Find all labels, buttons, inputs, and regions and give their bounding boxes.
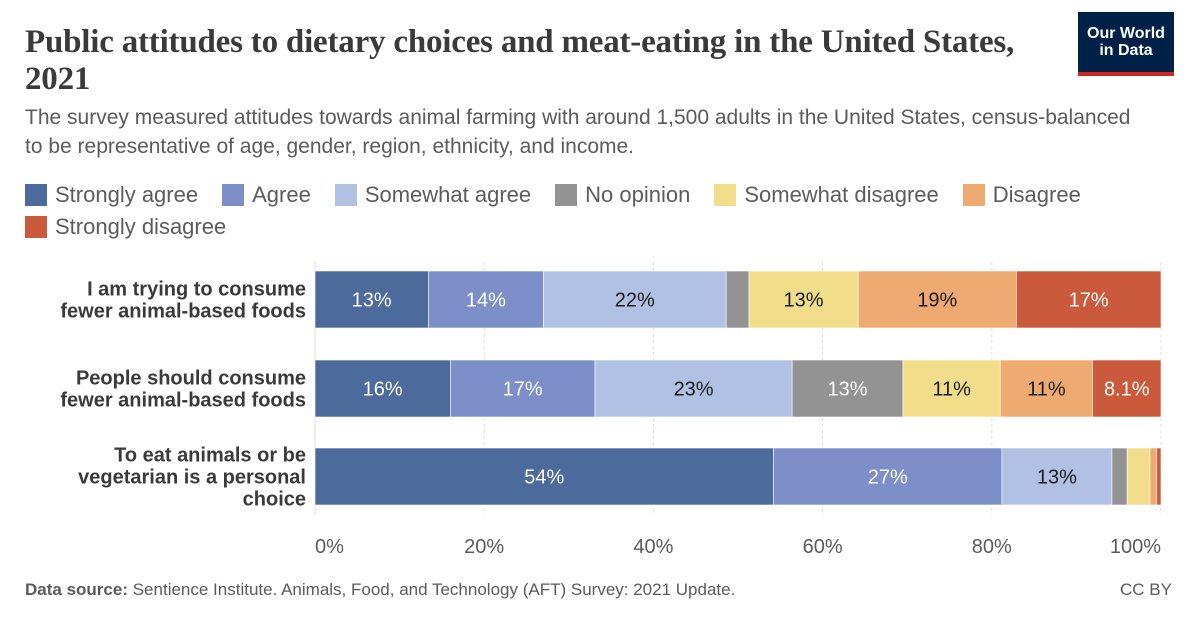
legend-swatch (334, 184, 357, 206)
legend-swatch (555, 184, 578, 206)
owid-logo[interactable]: Our World in Data (1078, 12, 1174, 76)
data-label: 17% (1069, 290, 1109, 312)
data-label: 22% (615, 290, 655, 312)
legend-label: Agree (252, 182, 311, 207)
data-label: 8.1% (1104, 379, 1150, 401)
bar-segment (314, 447, 774, 506)
data-label: 13% (828, 379, 868, 401)
category-label: vegetarian is a personal (78, 467, 306, 489)
bar-segment (1126, 447, 1151, 506)
legend: Strongly agree Agree Somewhat agree No opin… (25, 180, 1175, 242)
legend-label: Strongly disagree (55, 214, 227, 239)
data-source: Data source: Sentience Institute. Animal… (25, 580, 735, 600)
legend-swatch (222, 184, 245, 206)
bar-segment (594, 359, 793, 418)
x-tick-label: 100% (1110, 536, 1161, 558)
data-label: 11% (1027, 379, 1066, 401)
legend-swatch (714, 184, 737, 206)
bar-segment (791, 359, 904, 418)
data-label: 14% (466, 290, 506, 312)
logo-line-2: in Data (1099, 42, 1153, 59)
legend-item-somewhat-disagree[interactable]: Somewhat disagree (714, 180, 939, 210)
legend-item-no-opinion[interactable]: No opinion (555, 180, 690, 210)
data-label: 16% (363, 379, 403, 401)
legend-item-agree[interactable]: Agree (222, 180, 311, 210)
data-label: 13% (352, 290, 392, 312)
x-tick-label: 80% (972, 536, 1012, 558)
bar-segment (314, 359, 451, 418)
legend-item-strongly-agree[interactable]: Strongly agree (25, 180, 198, 210)
x-tick-label: 60% (803, 536, 843, 558)
category-label: fewer animal-based foods (60, 301, 306, 323)
data-label: 54% (524, 467, 564, 489)
x-tick-label: 20% (464, 536, 504, 558)
chart-subtitle: The survey measured attitudes towards an… (25, 106, 1131, 158)
bar-segment (1149, 447, 1158, 506)
bar-segment (902, 359, 1001, 418)
bar-segment (450, 359, 596, 418)
x-tick-label: 40% (633, 536, 673, 558)
bar-segment (748, 270, 859, 329)
category-label: I am trying to consume (87, 279, 306, 301)
category-label: To eat animals or be (114, 445, 306, 467)
bar-segment (543, 270, 727, 329)
bar-segment (999, 359, 1093, 418)
logo-line-1: Our World (1087, 25, 1165, 42)
legend-swatch (962, 184, 985, 206)
bar-segment (428, 270, 544, 329)
legend-label: Disagree (992, 182, 1081, 207)
legend-swatch (25, 184, 47, 206)
data-label: 13% (784, 290, 824, 312)
data-source-text[interactable]: Sentience Institute. Animals, Food, and … (132, 580, 736, 599)
data-label: 13% (1037, 467, 1077, 489)
data-label: 11% (932, 379, 971, 401)
data-label: 17% (503, 379, 543, 401)
data-label: 27% (868, 467, 908, 489)
bar-segment (1156, 447, 1162, 506)
category-label: choice (243, 489, 306, 511)
legend-item-disagree[interactable]: Disagree (962, 180, 1081, 210)
legend-item-somewhat-agree[interactable]: Somewhat agree (334, 180, 532, 210)
data-label: 19% (917, 290, 957, 312)
legend-item-strongly-disagree[interactable]: Strongly disagree (25, 212, 226, 242)
legend-label: Somewhat agree (364, 182, 532, 207)
bar-segment (1016, 270, 1162, 329)
legend-swatch (25, 216, 47, 238)
category-label: People should consume (76, 368, 306, 390)
category-label: fewer animal-based foods (60, 390, 306, 412)
bar-segment (1092, 359, 1162, 418)
legend-label: Strongly agree (55, 182, 199, 207)
data-source-label: Data source: (25, 580, 128, 599)
x-tick-label: 0% (315, 536, 344, 558)
bar-segment (314, 270, 429, 329)
chart-title: Public attitudes to dietary choices and … (25, 24, 1015, 97)
data-label: 23% (674, 379, 714, 401)
bar-segment (725, 270, 750, 329)
bar-segment (1111, 447, 1128, 506)
legend-label: No opinion (585, 182, 691, 207)
license-link[interactable]: CC BY (1120, 580, 1172, 599)
bar-segment (773, 447, 1003, 506)
legend-label: Somewhat disagree (744, 182, 939, 207)
bar-segment (857, 270, 1017, 329)
